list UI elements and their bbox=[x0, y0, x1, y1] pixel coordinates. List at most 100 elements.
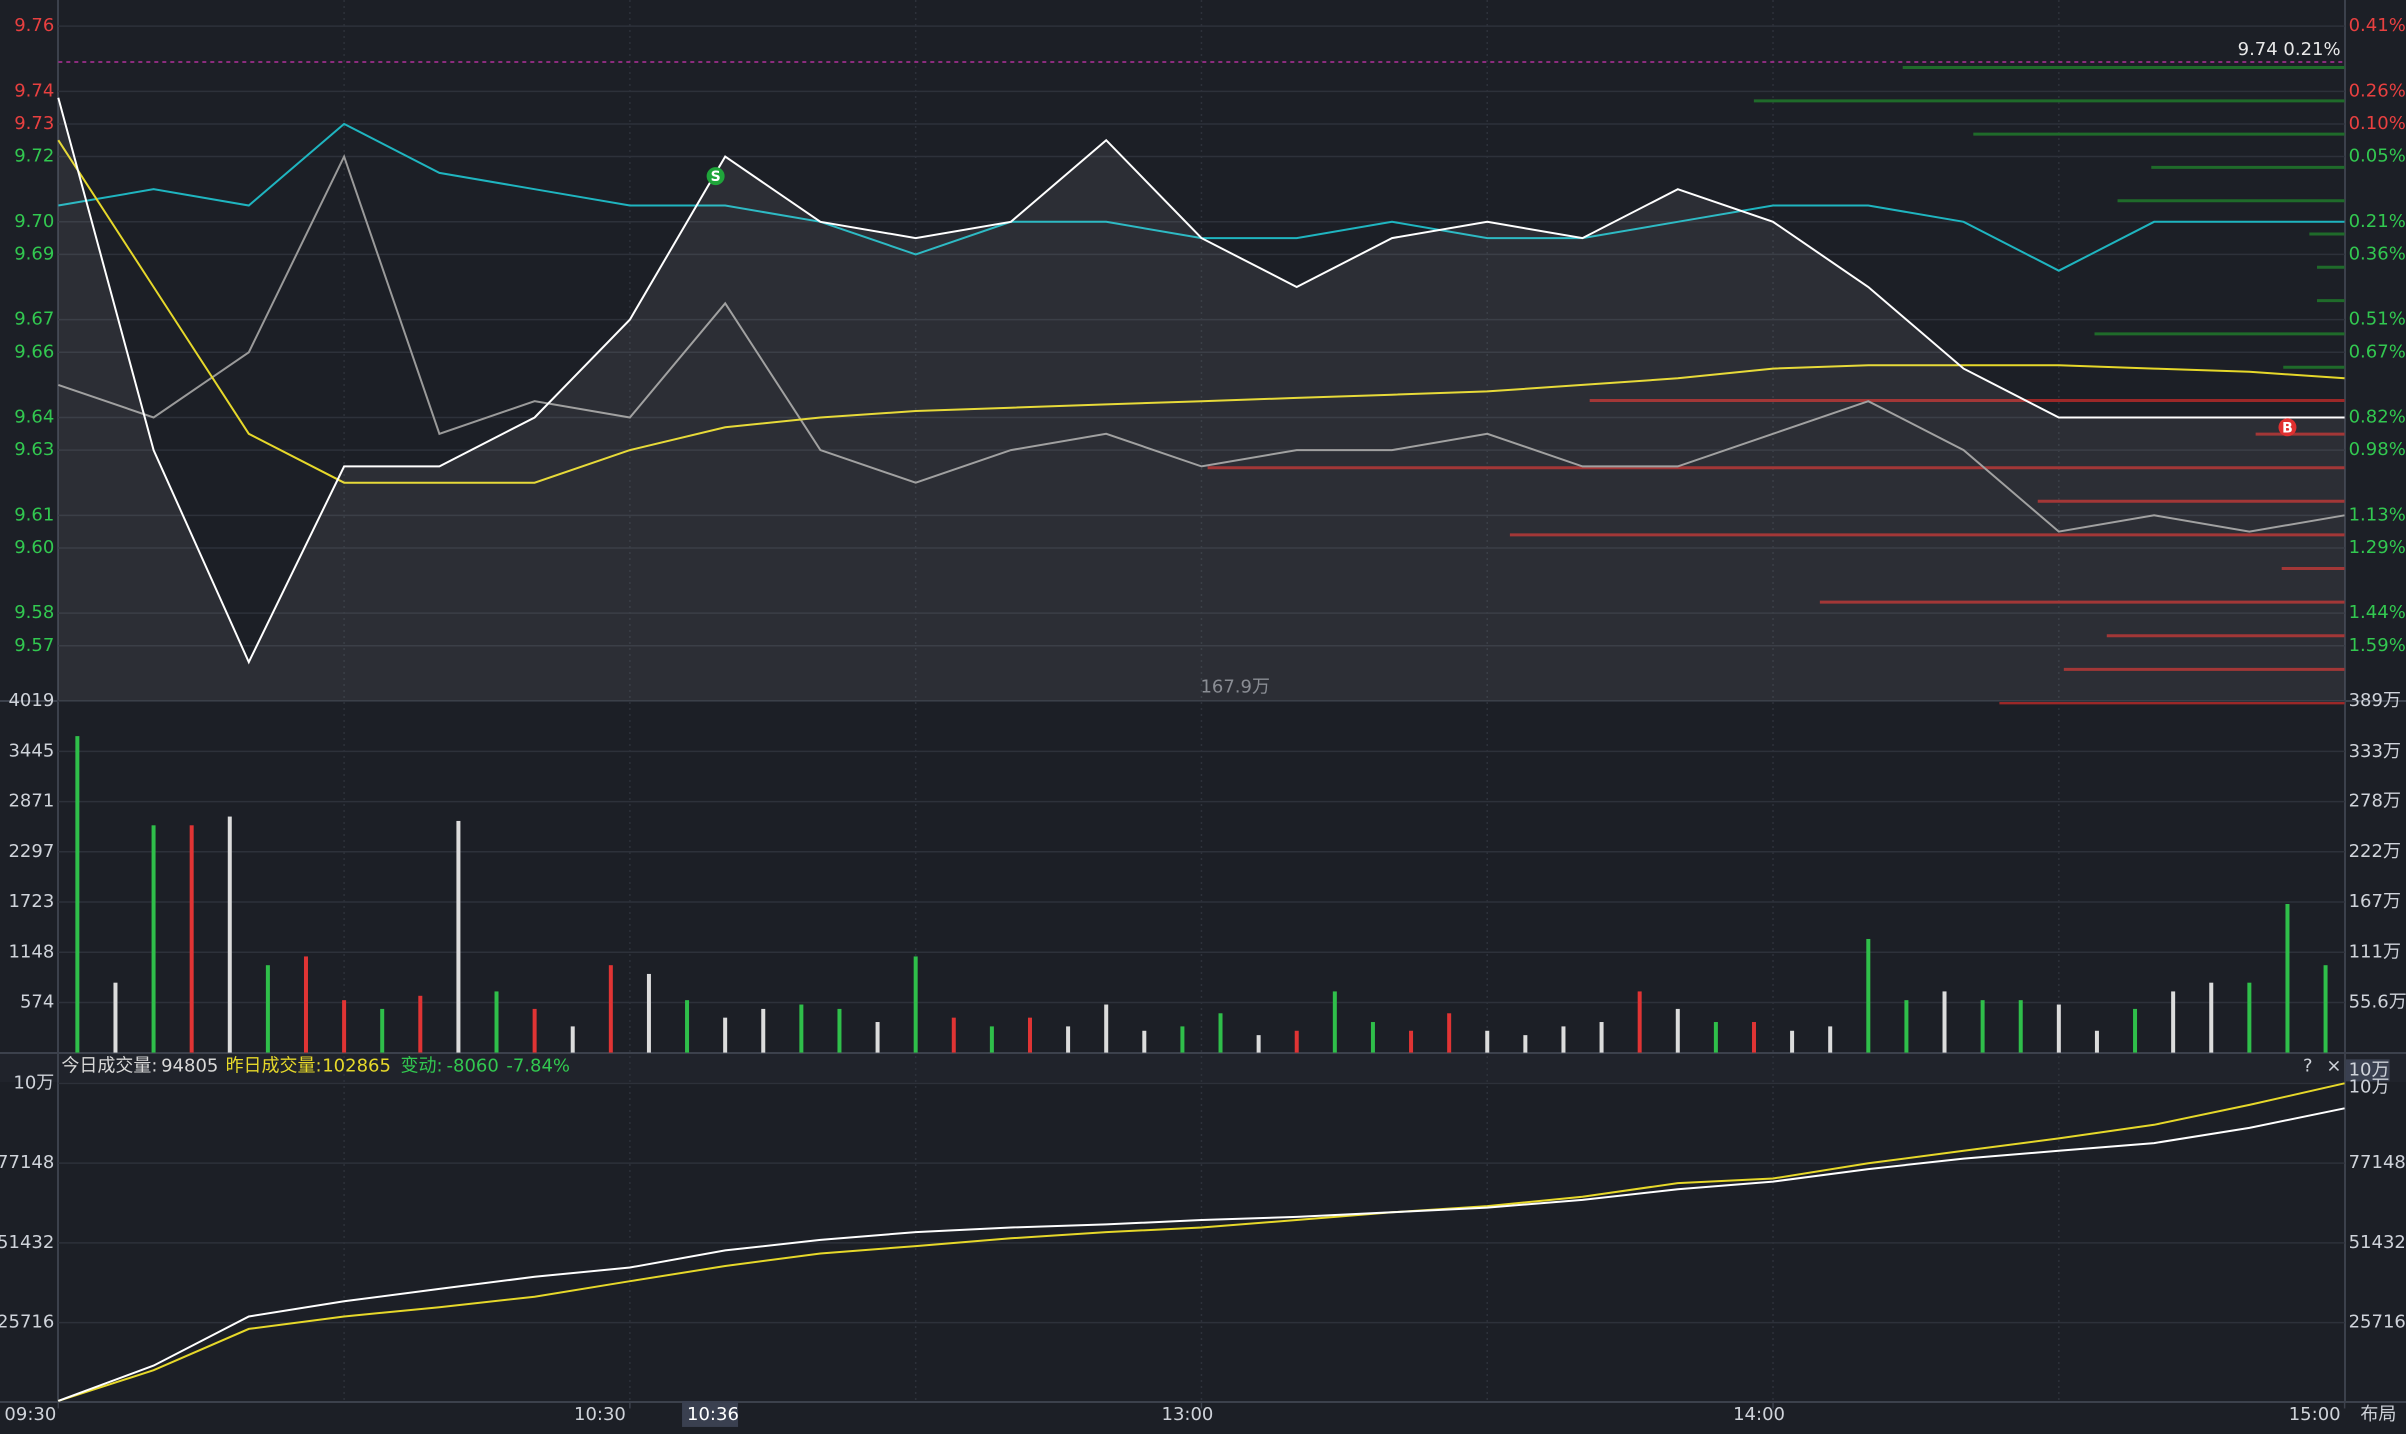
volume-bar bbox=[418, 995, 423, 1053]
volume-bar bbox=[456, 820, 461, 1053]
panel-control[interactable]: ? bbox=[2303, 1055, 2313, 1076]
trade-marker bbox=[706, 167, 725, 186]
volume-bar bbox=[1980, 1000, 1985, 1053]
volume-bar bbox=[1370, 1022, 1375, 1053]
volume-bar bbox=[1256, 1035, 1261, 1053]
cursor-label: 10:36 bbox=[687, 1404, 739, 1425]
volume-bar bbox=[1751, 1022, 1756, 1053]
y2-tick-label: 1.29% bbox=[2349, 537, 2406, 558]
y-tick-label: 1723 bbox=[8, 891, 54, 912]
trade-marker-label: S bbox=[711, 169, 721, 185]
volume-bar bbox=[608, 965, 613, 1053]
series-line bbox=[57, 1107, 2345, 1402]
y2-tick-label: 0.51% bbox=[2349, 309, 2406, 330]
y-tick-label: 9.66 bbox=[14, 341, 54, 362]
y2-tick-label: 55.6万 bbox=[2349, 991, 2406, 1012]
volume-bar bbox=[342, 1000, 347, 1053]
volume-bar bbox=[1675, 1008, 1680, 1053]
y-tick-label: 9.64 bbox=[14, 406, 54, 427]
y2-tick-label: 0.21% bbox=[2349, 211, 2406, 232]
volume-bar bbox=[723, 1017, 728, 1053]
header-label: 今日成交量: bbox=[61, 1055, 157, 1076]
volume-bar bbox=[1713, 1022, 1718, 1053]
series-line bbox=[57, 153, 2345, 533]
volume-bar bbox=[1942, 991, 1947, 1053]
layout-button[interactable]: 布局 bbox=[2360, 1404, 2396, 1425]
header-label: 昨日成交量: bbox=[226, 1055, 322, 1076]
y2-tick-label: 0.98% bbox=[2349, 439, 2406, 460]
volume-bar bbox=[1828, 1026, 1833, 1053]
y-tick-label: 9.61 bbox=[14, 504, 54, 525]
y-tick-label: 9.70 bbox=[14, 211, 54, 232]
volume-bar bbox=[1866, 938, 1871, 1053]
volume-bar bbox=[151, 825, 156, 1053]
volume-bar bbox=[875, 1022, 880, 1053]
y2-tick-label: 1.13% bbox=[2349, 504, 2406, 525]
volume-bar bbox=[1027, 1017, 1032, 1053]
header-label: 变动: bbox=[400, 1055, 442, 1076]
volume-bar bbox=[2323, 965, 2328, 1053]
y2-tick-label: 389万 bbox=[2349, 690, 2401, 711]
y2-tick-label: 25716 bbox=[2349, 1312, 2406, 1333]
volume-bar bbox=[532, 1008, 537, 1053]
volume-bar bbox=[189, 825, 194, 1053]
volume-bar bbox=[2247, 982, 2252, 1053]
volume-bar bbox=[1066, 1026, 1071, 1053]
y2-tick-label: 222万 bbox=[2349, 841, 2401, 862]
y2-tick-label: 1.59% bbox=[2349, 635, 2406, 656]
header-value: -8060 bbox=[447, 1055, 499, 1076]
volume-bar bbox=[1523, 1035, 1528, 1053]
y2-tick-label: 1.44% bbox=[2349, 602, 2406, 623]
y-tick-label: 2871 bbox=[8, 791, 54, 812]
y-tick-label: 9.74 bbox=[14, 80, 54, 101]
header-value: 94805 bbox=[161, 1055, 218, 1076]
volume-bar bbox=[1790, 1030, 1795, 1053]
x-tick-label: 14:00 bbox=[1733, 1404, 1785, 1425]
volume-bar bbox=[1409, 1030, 1414, 1053]
volume-bar bbox=[685, 1000, 690, 1053]
volume-bar bbox=[2133, 1008, 2138, 1053]
header-value: 102865 bbox=[322, 1055, 391, 1076]
volume-bar bbox=[951, 1017, 956, 1053]
reference-label: 9.74 0.21% bbox=[2238, 39, 2341, 60]
x-tick-label: 10:30 bbox=[574, 1404, 626, 1425]
series-line bbox=[57, 139, 2345, 484]
y-tick-label: 574 bbox=[20, 991, 54, 1012]
panel-control[interactable]: × bbox=[2326, 1055, 2341, 1076]
y-tick-label: 9.69 bbox=[14, 243, 54, 264]
volume-bar bbox=[227, 816, 232, 1053]
header-extra: -7.84% bbox=[506, 1055, 570, 1076]
volume-bar bbox=[1180, 1026, 1185, 1053]
y-tick-label: 9.57 bbox=[14, 635, 54, 656]
volume-bar bbox=[646, 973, 651, 1053]
x-tick-label: 13:00 bbox=[1162, 1404, 1214, 1425]
trade-marker-label: B bbox=[2282, 420, 2293, 436]
y2-tick-label: 278万 bbox=[2349, 791, 2401, 812]
y2-tick-label: 51432 bbox=[2349, 1232, 2406, 1253]
y-tick-label: 51432 bbox=[0, 1232, 54, 1253]
y2-tick-label: 0.26% bbox=[2349, 80, 2406, 101]
y2-tick-label: 0.36% bbox=[2349, 243, 2406, 264]
volume-bar bbox=[1447, 1013, 1452, 1053]
price-area bbox=[58, 97, 2345, 702]
volume-annotation: 167.9万 bbox=[1200, 676, 1270, 697]
volume-bar bbox=[494, 991, 499, 1053]
y-tick-label: 25716 bbox=[0, 1312, 54, 1333]
y-tick-label: 9.63 bbox=[14, 439, 54, 460]
y-tick-label: 77148 bbox=[0, 1152, 54, 1173]
volume-bar bbox=[2285, 903, 2290, 1053]
y-tick-label: 9.58 bbox=[14, 602, 54, 623]
volume-bar bbox=[989, 1026, 994, 1053]
y2-tick-label: 0.05% bbox=[2349, 146, 2406, 167]
y2-tick-label: 0.67% bbox=[2349, 341, 2406, 362]
volume-bar bbox=[570, 1026, 575, 1053]
volume-bar bbox=[113, 982, 118, 1053]
series-line bbox=[57, 1082, 2345, 1402]
x-tick-label: 09:30 bbox=[4, 1404, 56, 1425]
y2-tick-label: 0.10% bbox=[2349, 113, 2406, 134]
volume-bar bbox=[1637, 991, 1642, 1053]
volume-bar bbox=[265, 965, 270, 1053]
y-tick-label: 1148 bbox=[8, 941, 54, 962]
